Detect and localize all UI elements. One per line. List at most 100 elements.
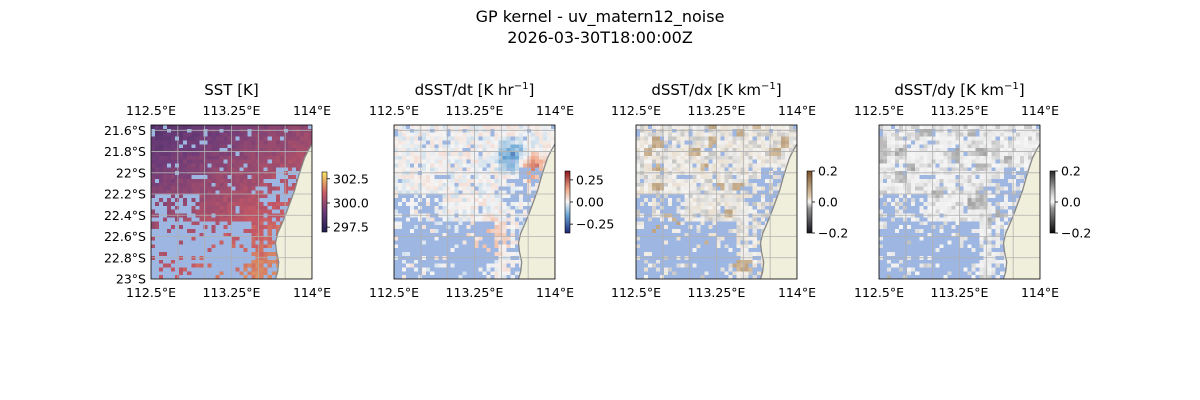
coastline (759, 143, 797, 279)
heatmap-cell (430, 248, 435, 253)
heatmap-cell (231, 125, 236, 130)
heatmap-cell (275, 259, 281, 264)
heatmap-cell (171, 275, 176, 279)
heatmap-cell (199, 221, 204, 226)
heatmap-cell (732, 171, 737, 176)
heatmap-cell (708, 132, 713, 137)
heatmap-cell (712, 186, 717, 191)
heatmap-cell (470, 217, 475, 222)
heatmap-cell (668, 178, 673, 184)
heatmap-cell (406, 217, 411, 222)
heatmap-cell (518, 198, 524, 203)
heatmap-cell (239, 151, 244, 157)
heatmap-cell (692, 252, 697, 257)
heatmap-cell (656, 209, 661, 214)
heatmap-cell (406, 171, 411, 176)
heatmap-cell (692, 244, 697, 249)
heatmap-cell (494, 198, 499, 203)
heatmap-cell (414, 271, 419, 276)
heatmap-cell (470, 228, 475, 234)
heatmap-cell (191, 259, 196, 264)
heatmap-cell (414, 175, 419, 180)
heatmap-cell (724, 221, 729, 226)
heatmap-cell (728, 205, 733, 210)
heatmap-cell (748, 148, 754, 153)
heatmap-cell (211, 209, 216, 214)
heatmap-cell (644, 159, 649, 164)
heatmap-cell (458, 155, 463, 160)
heatmap-cell (394, 132, 399, 137)
heatmap-cell (446, 175, 451, 180)
heatmap-cell (736, 205, 741, 210)
heatmap-cell (450, 267, 455, 272)
heatmap-cell (716, 252, 721, 257)
heatmap-cell (235, 236, 240, 241)
heatmap-cell (506, 248, 512, 253)
heatmap-cell (203, 171, 208, 176)
heatmap-cell (784, 159, 790, 164)
heatmap-cell (231, 198, 236, 203)
heatmap-cell (724, 132, 729, 137)
heatmap-cell (760, 202, 766, 207)
heatmap-cell (462, 163, 467, 168)
heatmap-cell (183, 151, 188, 157)
heatmap-cell (442, 132, 447, 137)
heatmap-cell (470, 132, 475, 137)
heatmap-cell (482, 232, 487, 237)
heatmap-cell (656, 190, 661, 195)
heatmap-cell (454, 159, 459, 164)
heatmap-cell (506, 259, 512, 264)
heatmap-cell (394, 155, 399, 160)
heatmap-cell (688, 194, 693, 199)
heatmap-cell (247, 175, 252, 180)
heatmap-cell (394, 267, 399, 272)
heatmap-cell (756, 155, 762, 160)
heatmap-cell (879, 163, 884, 168)
heatmap-cell (402, 159, 407, 164)
heatmap-cell (494, 225, 499, 230)
heatmap-cell (155, 240, 160, 245)
heatmap-cell (438, 171, 443, 176)
heatmap-cell (482, 178, 487, 184)
heatmap-cell (732, 175, 737, 180)
heatmap-cell (478, 221, 483, 226)
heatmap-cell (660, 167, 665, 172)
heatmap-cell (271, 240, 277, 245)
heatmap-cell (442, 194, 447, 199)
heatmap-cell (740, 132, 745, 137)
heatmap-cell (398, 263, 403, 268)
heatmap-cell (494, 125, 499, 130)
heatmap-cell (271, 125, 277, 130)
heatmap-cell (422, 125, 427, 130)
heatmap-cell (446, 271, 451, 276)
heatmap-cell (219, 194, 224, 199)
heatmap-cell (195, 267, 200, 272)
heatmap-cell (438, 155, 443, 160)
heatmap-cell (668, 175, 673, 180)
heatmap-cell (171, 178, 176, 184)
heatmap-cell (159, 209, 164, 214)
heatmap-cell (446, 228, 451, 234)
heatmap-cell (534, 163, 540, 168)
heatmap-cell (195, 198, 200, 203)
heatmap-cell (656, 186, 661, 191)
heatmap-cell (199, 205, 204, 210)
heatmap-cell (203, 148, 208, 153)
heatmap-cell (664, 151, 669, 157)
heatmap-cell (684, 244, 689, 249)
heatmap-cell (700, 182, 705, 187)
heatmap-cell (247, 225, 252, 230)
heatmap-cell (676, 209, 681, 214)
heatmap-cell (422, 228, 427, 234)
heatmap-cell (163, 275, 168, 279)
heatmap-cell (434, 155, 439, 160)
heatmap-cell (175, 163, 180, 168)
heatmap-cell (720, 232, 725, 237)
heatmap-cell (402, 125, 407, 130)
heatmap-cell (227, 275, 232, 279)
heatmap-cell (530, 140, 536, 145)
heatmap-cell (462, 178, 467, 184)
heatmap-cell (458, 194, 463, 199)
heatmap-cell (454, 221, 459, 226)
heatmap-cell (668, 194, 673, 199)
